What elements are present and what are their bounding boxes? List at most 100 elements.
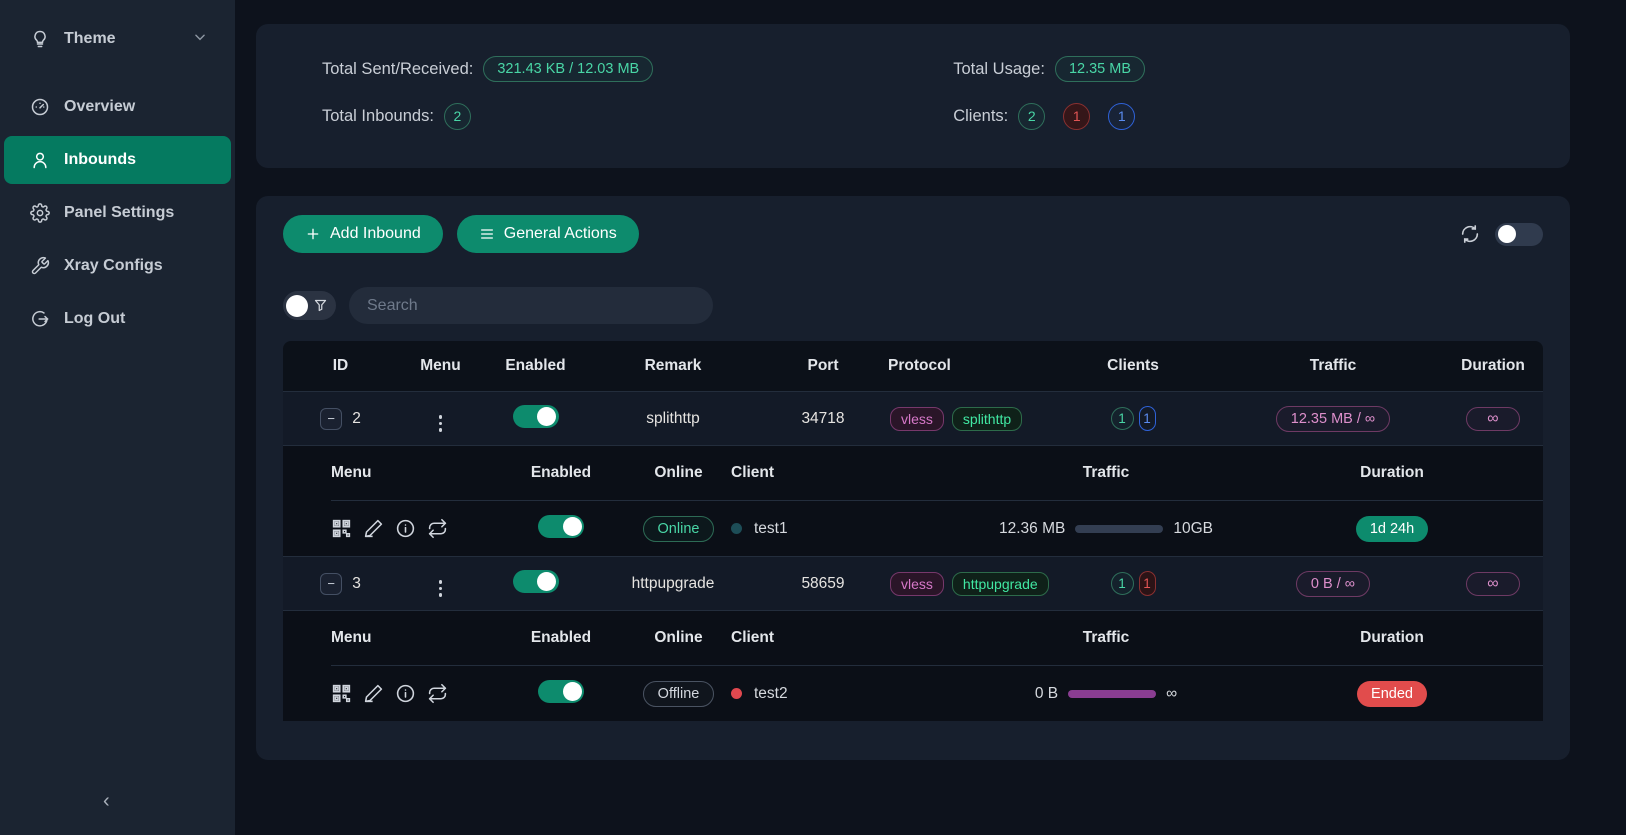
info-icon[interactable] bbox=[395, 518, 416, 539]
sidebar-item-inbounds[interactable]: Inbounds bbox=[4, 136, 231, 184]
edit-icon[interactable] bbox=[363, 518, 384, 539]
general-actions-label: General Actions bbox=[503, 225, 617, 242]
traffic-progress-bar bbox=[1075, 524, 1164, 533]
filter-toggle[interactable] bbox=[283, 291, 336, 320]
subcol-header-menu: Menu bbox=[331, 464, 372, 481]
col-header-enabled: Enabled bbox=[505, 357, 566, 374]
stat-sent-received: Total Sent/Received: 321.43 KB / 12.03 M… bbox=[322, 54, 654, 84]
inbounds-table: ID Menu Enabled Remark Port Protocol Cli… bbox=[283, 341, 1543, 721]
collapse-row-button[interactable]: − bbox=[320, 572, 343, 595]
table-header-row: ID Menu Enabled Remark Port Protocol Cli… bbox=[283, 341, 1543, 391]
stats-right-column: Total Usage: 12.35 MB Clients: 2 1 1 bbox=[953, 54, 1146, 168]
inbound-row: − 2 splithttp 34718 vless splithttp 1 1 … bbox=[283, 391, 1543, 445]
stat-label: Total Sent/Received: bbox=[322, 59, 474, 78]
col-header-protocol: Protocol bbox=[888, 357, 951, 374]
col-header-remark: Remark bbox=[644, 357, 702, 374]
subcol-header-enabled: Enabled bbox=[530, 464, 592, 481]
sidebar: Theme Overview Inbounds Panel Settings X… bbox=[0, 0, 235, 835]
reset-traffic-icon[interactable] bbox=[427, 518, 448, 539]
client-header-row: Menu Enabled Online Client Traffic Durat… bbox=[331, 611, 1543, 665]
transport-badge: httpupgrade bbox=[951, 571, 1049, 596]
inbound-remark: httpupgrade bbox=[631, 574, 715, 592]
logout-icon bbox=[32, 310, 49, 327]
info-icon[interactable] bbox=[395, 683, 416, 704]
main-content: Total Sent/Received: 321.43 KB / 12.03 M… bbox=[235, 0, 1626, 835]
client-traffic-total: ∞ bbox=[1166, 684, 1178, 702]
inbound-traffic-badge: 12.35 MB / ∞ bbox=[1275, 405, 1391, 432]
client-name: test1 bbox=[754, 519, 788, 537]
reset-traffic-icon[interactable] bbox=[427, 683, 448, 704]
client-enabled-toggle[interactable] bbox=[538, 514, 584, 538]
wrench-icon bbox=[31, 256, 50, 275]
auto-refresh-toggle[interactable] bbox=[1495, 222, 1543, 246]
stat-label: Clients: bbox=[953, 106, 1009, 125]
online-status-badge: Offline bbox=[642, 680, 715, 707]
subcol-header-duration: Duration bbox=[1360, 629, 1424, 646]
sidebar-item-logout[interactable]: Log Out bbox=[4, 295, 231, 343]
online-status-badge: Online bbox=[642, 515, 715, 542]
collapse-row-button[interactable]: − bbox=[320, 407, 343, 430]
inbound-enabled-toggle[interactable] bbox=[512, 404, 559, 428]
qr-code-icon[interactable] bbox=[331, 683, 352, 704]
clients-expired-badge: 1 bbox=[1063, 102, 1091, 130]
stat-total-usage: Total Usage: 12.35 MB bbox=[953, 54, 1146, 84]
client-header-row: Menu Enabled Online Client Traffic Durat… bbox=[331, 446, 1543, 500]
client-count-online: 1 bbox=[1110, 572, 1134, 595]
inbound-duration-badge: ∞ bbox=[1466, 406, 1520, 431]
sidebar-item-theme[interactable]: Theme bbox=[4, 15, 231, 63]
subcol-header-duration: Duration bbox=[1360, 464, 1424, 481]
protocol-badge: vless bbox=[890, 571, 944, 596]
chevron-down-icon bbox=[193, 30, 207, 49]
subcol-header-traffic: Traffic bbox=[1082, 629, 1130, 646]
inbound-enabled-toggle[interactable] bbox=[512, 569, 559, 593]
client-status-dot bbox=[731, 688, 742, 699]
row-menu-icon[interactable] bbox=[438, 580, 443, 597]
toggle-knob bbox=[562, 681, 582, 701]
inbound-expanded-section: Menu Enabled Online Client Traffic Durat… bbox=[283, 610, 1543, 721]
edit-icon[interactable] bbox=[363, 683, 384, 704]
col-header-port: Port bbox=[807, 357, 839, 374]
stat-clients: Clients: 2 1 1 bbox=[953, 101, 1145, 131]
row-menu-icon[interactable] bbox=[438, 415, 443, 432]
sidebar-item-panel-settings[interactable]: Panel Settings bbox=[4, 189, 231, 237]
sidebar-collapse-chevron[interactable]: ‹ bbox=[103, 790, 110, 812]
add-inbound-button[interactable]: Add Inbound bbox=[283, 215, 443, 253]
inbound-row: − 3 httpupgrade 58659 vless httpupgrade … bbox=[283, 556, 1543, 610]
general-actions-button[interactable]: General Actions bbox=[456, 215, 639, 253]
qr-code-icon[interactable] bbox=[331, 518, 352, 539]
inbounds-panel: Add Inbound General Actions bbox=[256, 196, 1570, 760]
subcol-header-enabled: Enabled bbox=[530, 629, 592, 646]
refresh-icon[interactable] bbox=[1459, 223, 1481, 245]
gear-icon bbox=[30, 203, 50, 223]
client-row: Online test1 12.36 MB 10GB 1d 24h bbox=[331, 500, 1543, 556]
client-status-dot bbox=[731, 523, 742, 534]
funnel-icon bbox=[314, 299, 327, 312]
add-inbound-label: Add Inbound bbox=[330, 225, 421, 242]
client-traffic-used: 12.36 MB bbox=[999, 519, 1066, 537]
stats-left-column: Total Sent/Received: 321.43 KB / 12.03 M… bbox=[322, 54, 654, 168]
client-duration-badge: 1d 24h bbox=[1355, 515, 1429, 542]
bulb-icon bbox=[34, 30, 46, 48]
protocol-badge: vless bbox=[890, 406, 944, 431]
col-header-traffic: Traffic bbox=[1309, 357, 1357, 374]
subcol-header-client: Client bbox=[731, 464, 775, 481]
sidebar-item-xray-configs[interactable]: Xray Configs bbox=[4, 242, 231, 290]
hamburger-icon bbox=[480, 229, 493, 239]
sidebar-item-label: Log Out bbox=[64, 310, 126, 327]
search-input[interactable] bbox=[349, 287, 713, 324]
client-row: Offline test2 0 B ∞ Ended bbox=[331, 665, 1543, 721]
inbound-duration-badge: ∞ bbox=[1466, 571, 1520, 596]
toggle-knob bbox=[537, 571, 556, 591]
client-enabled-toggle[interactable] bbox=[538, 679, 584, 703]
inbound-id: 2 bbox=[352, 409, 361, 427]
sidebar-item-overview[interactable]: Overview bbox=[4, 83, 231, 131]
subcol-header-traffic: Traffic bbox=[1082, 464, 1130, 481]
col-header-id: ID bbox=[332, 357, 349, 374]
inbound-expanded-section: Menu Enabled Online Client Traffic Durat… bbox=[283, 445, 1543, 556]
col-header-menu: Menu bbox=[420, 357, 461, 374]
stat-value-badge: 2 bbox=[443, 102, 471, 130]
search-row bbox=[283, 287, 1543, 324]
person-icon bbox=[33, 152, 47, 169]
client-count-active: 1 bbox=[1138, 406, 1156, 431]
inbound-id: 3 bbox=[352, 574, 361, 592]
